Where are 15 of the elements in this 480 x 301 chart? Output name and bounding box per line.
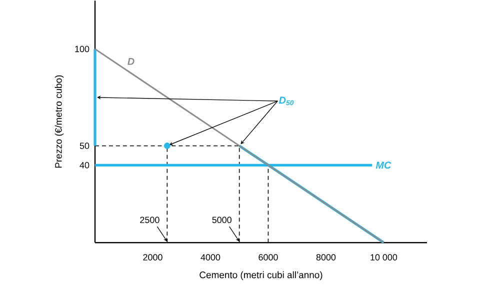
annotation: 2500 <box>140 216 160 224</box>
x-axis-title: Cemento (metri cubi all’anno) <box>200 272 322 280</box>
x-tick-label: 10 000 <box>370 254 398 261</box>
series-label: D <box>128 58 134 66</box>
y-axis-title: Prezzo (€/metro cubo) <box>54 76 64 168</box>
y-tick-label: 100 <box>75 46 90 52</box>
x-tick-label: 6000 <box>258 254 278 261</box>
x-tick-label: 8000 <box>316 254 336 261</box>
annotation: 5000 <box>212 216 232 224</box>
x-tick-label: 4000 <box>200 254 220 261</box>
series-label: MC <box>376 162 392 169</box>
y-tick-label: 40 <box>80 162 90 169</box>
x-tick-label: 2000 <box>143 254 162 261</box>
y-tick-label: 50 <box>80 142 90 150</box>
text: D$_{50}$ <box>278 97 294 106</box>
